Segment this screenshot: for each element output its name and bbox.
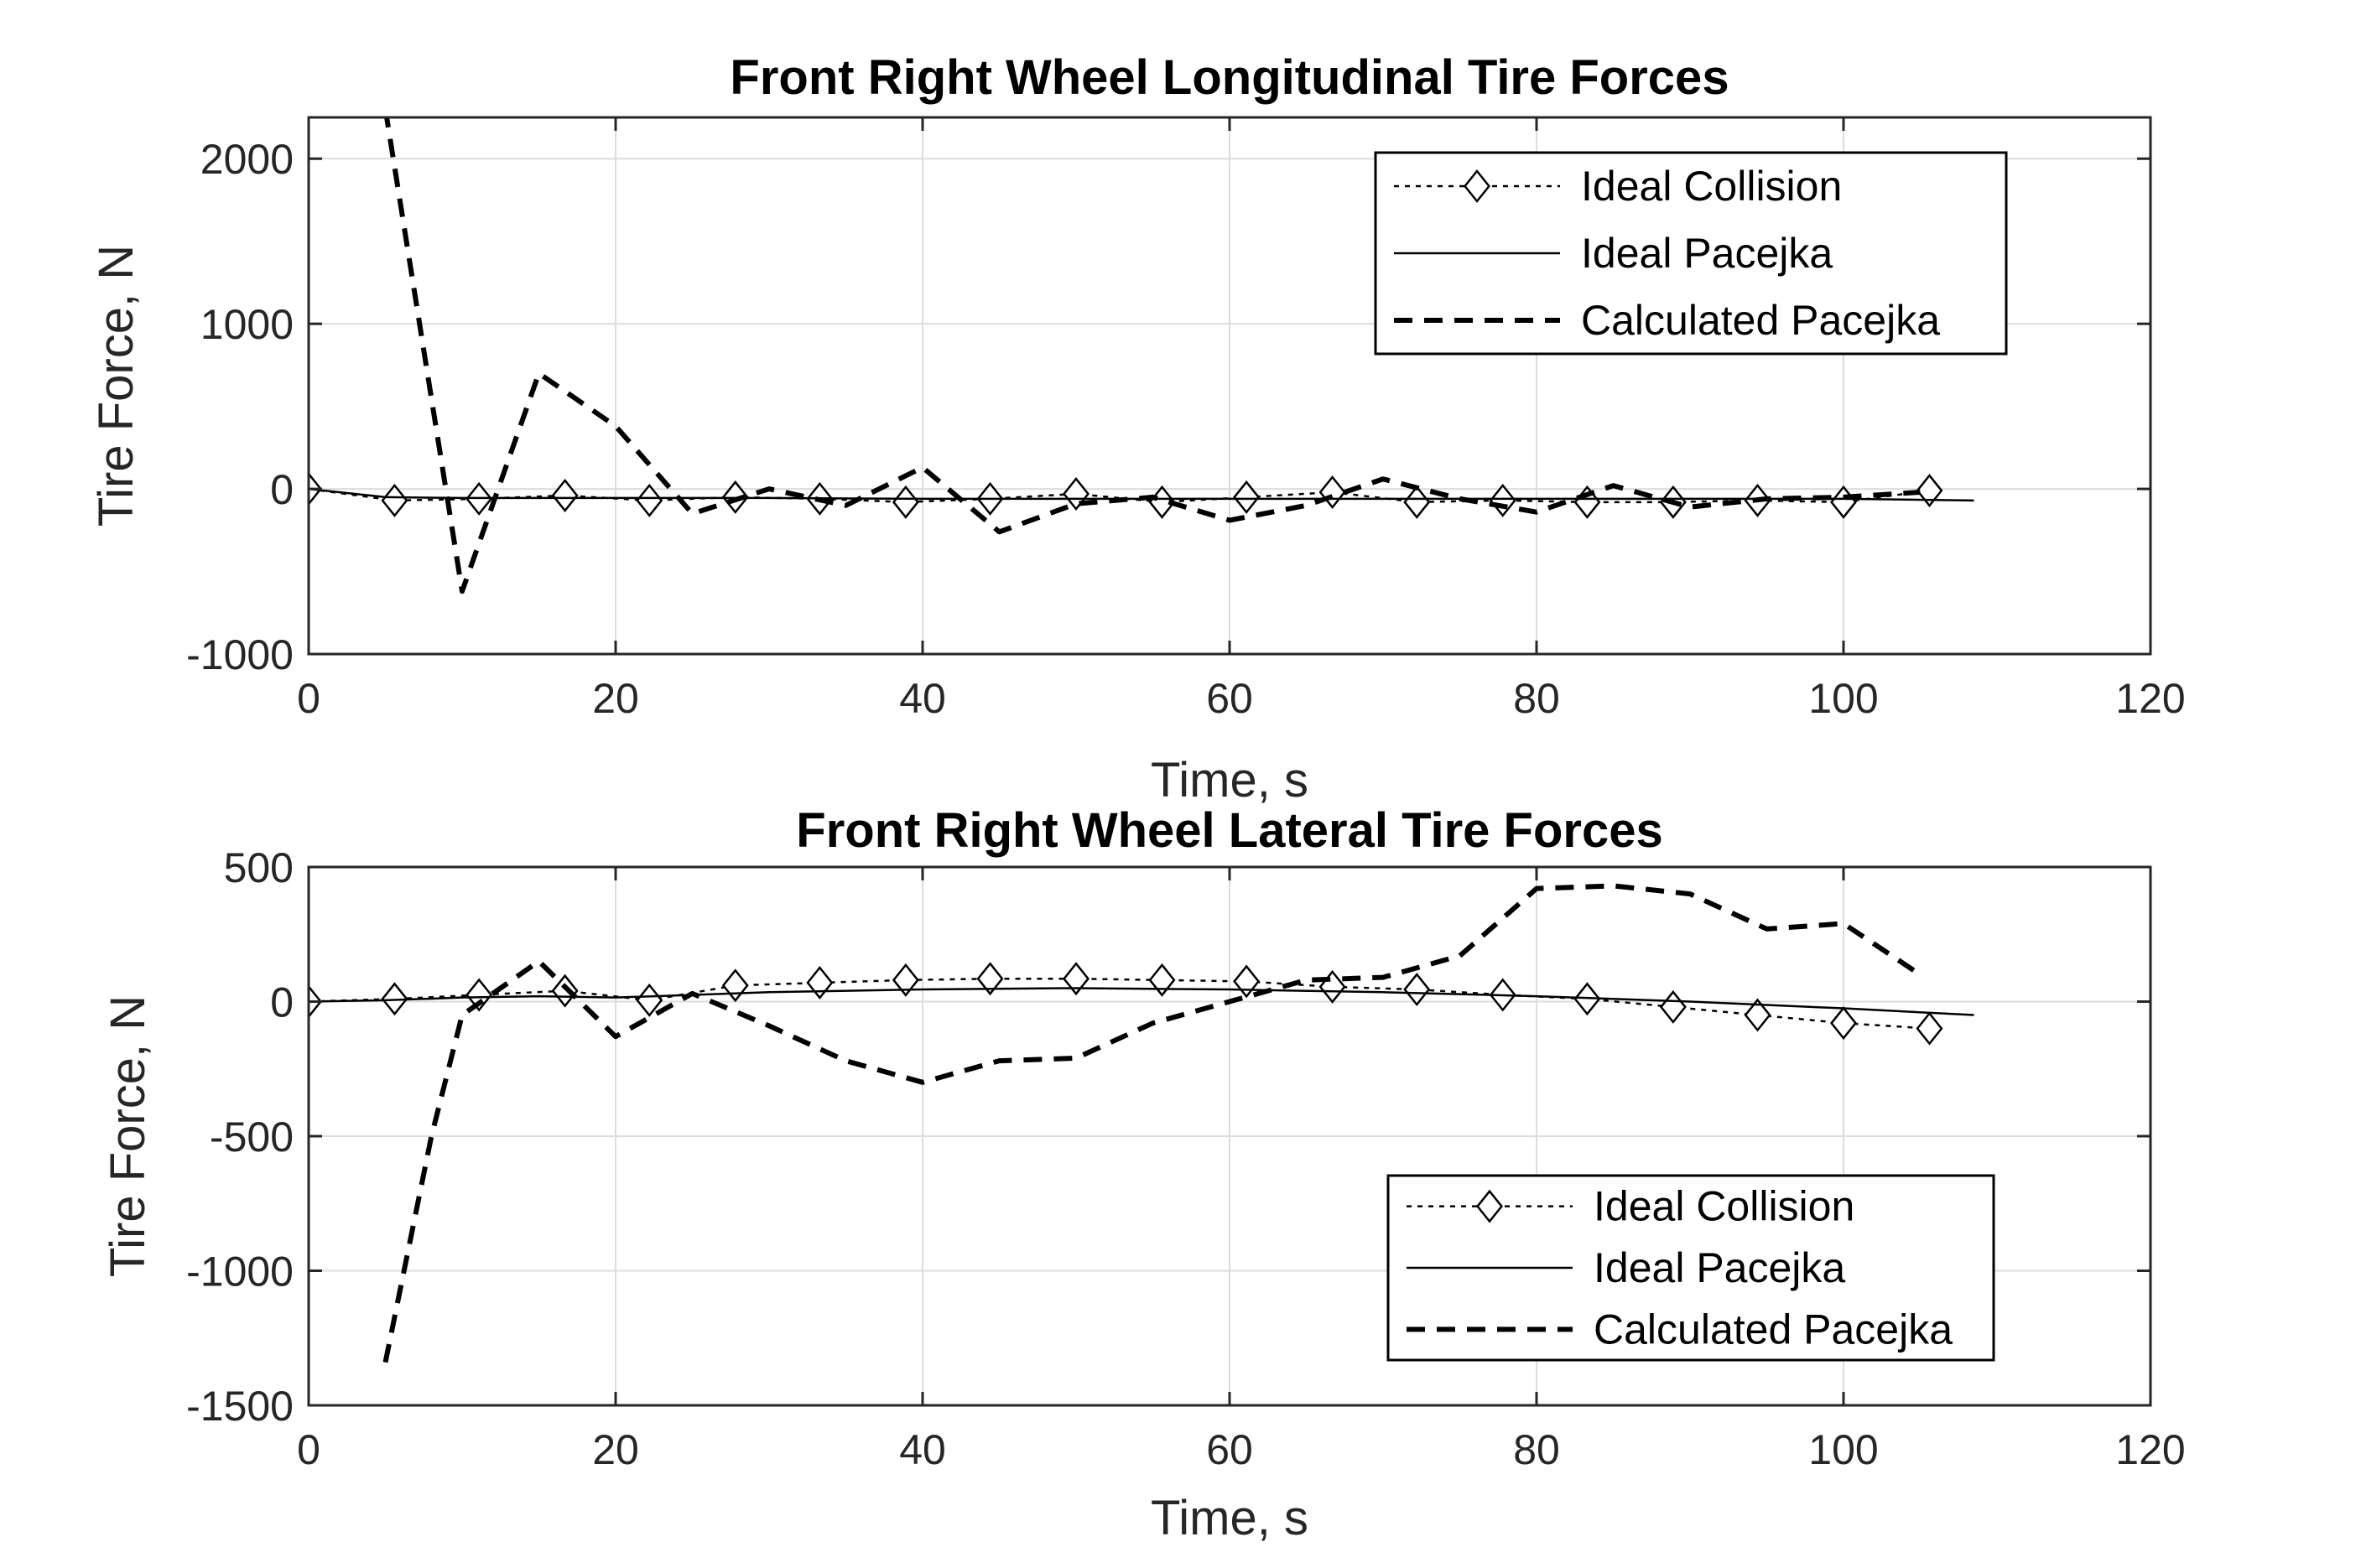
y-tick-label: 500 [224, 844, 294, 891]
series-marker [1403, 485, 1431, 519]
y-axis-label: Tire Force, N [101, 995, 155, 1277]
legend-label: Ideal Collision [1594, 1183, 1854, 1230]
legend-label: Calculated Pacejka [1581, 297, 1940, 344]
y-tick-label: -500 [210, 1114, 294, 1160]
series-marker [551, 974, 579, 1008]
series-marker [1062, 962, 1090, 996]
y-axis-label: Tire Force, N [89, 245, 143, 527]
legend-marker [1463, 169, 1491, 204]
x-axis-label: Time, s [1151, 753, 1308, 807]
y-tick-label: 1000 [200, 301, 294, 348]
series-marker [1744, 998, 1771, 1032]
y-tick-label: 0 [270, 466, 294, 513]
series-marker [1916, 1011, 1943, 1046]
x-tick-label: 20 [592, 675, 639, 722]
series-marker [892, 963, 919, 997]
lateral-force-chart: Front Right Wheel Lateral Tire Forces 0 2… [101, 803, 2186, 1545]
y-tick-label: -1000 [186, 631, 294, 678]
series-marker [465, 978, 493, 1012]
series-layer [309, 117, 1974, 594]
x-tick-label: 0 [297, 1426, 320, 1473]
chart-title: Front Right Wheel Lateral Tire Forces [796, 803, 1662, 858]
x-tick-label: 0 [297, 675, 320, 722]
series-marker [1233, 964, 1261, 999]
legend-label: Ideal Pacejka [1594, 1244, 1845, 1291]
x-tick-label: 80 [1513, 675, 1560, 722]
x-tick-label: 120 [2115, 1426, 2185, 1473]
legend: Ideal Collision Ideal Pacejka Calculated P… [1386, 1174, 1995, 1362]
series-marker [892, 485, 919, 519]
tick-layer: 0 20 40 60 80 100 120 -1500 -1000 -500 0 500 [186, 844, 2186, 1473]
longitudinal-force-chart: Front Right Wheel Longitudinal Tire Forc… [89, 50, 2186, 807]
x-tick-label: 80 [1513, 1426, 1560, 1473]
x-tick-label: 60 [1206, 675, 1253, 722]
series-marker [551, 478, 579, 512]
legend-label: Calculated Pacejka [1594, 1306, 1953, 1353]
x-axis-label: Time, s [1151, 1491, 1308, 1545]
x-tick-label: 100 [1808, 675, 1878, 722]
series-line-2 [384, 117, 1921, 594]
series-marker [1233, 480, 1261, 514]
x-tick-label: 20 [592, 1426, 639, 1473]
y-tick-label: -1500 [186, 1383, 294, 1430]
series-marker [1916, 474, 1943, 508]
series-line-0 [309, 977, 1930, 1030]
series-line-1 [309, 487, 1974, 502]
x-tick-label: 60 [1206, 1426, 1253, 1473]
series-marker [381, 483, 408, 517]
x-tick-label: 40 [899, 1426, 946, 1473]
series-line-2 [382, 883, 1922, 1363]
legend-label: Ideal Pacejka [1581, 230, 1833, 277]
legend: Ideal Collision Ideal Pacejka Calculated P… [1374, 151, 2008, 356]
legend-marker [1475, 1189, 1504, 1223]
series-marker [636, 483, 663, 517]
x-tick-label: 40 [899, 675, 946, 722]
y-tick-label: 0 [270, 979, 294, 1026]
series-layer [309, 883, 1974, 1363]
x-tick-label: 120 [2115, 675, 2185, 722]
series-marker [1403, 973, 1431, 1007]
series-marker [976, 962, 1004, 996]
series-line-1 [309, 987, 1974, 1016]
y-tick-label: -1000 [186, 1249, 294, 1295]
series-marker [1489, 483, 1516, 517]
x-tick-label: 100 [1808, 1426, 1878, 1473]
legend-label: Ideal Collision [1581, 163, 1842, 210]
y-tick-label: 2000 [200, 136, 294, 183]
chart-title: Front Right Wheel Longitudinal Tire Forc… [730, 50, 1729, 105]
series-line-0 [309, 487, 1930, 504]
series-marker [1148, 963, 1176, 997]
series-marker [1318, 475, 1346, 510]
series-marker [1829, 1006, 1858, 1041]
